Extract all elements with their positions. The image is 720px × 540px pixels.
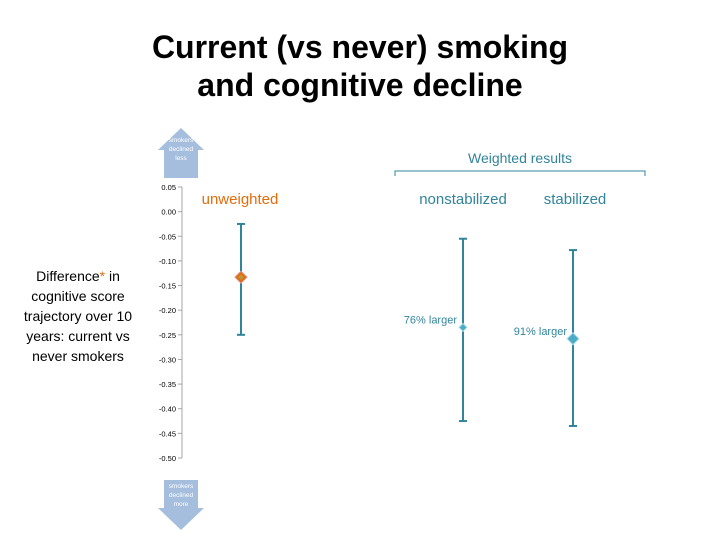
y-tick-label: -0.10: [159, 257, 176, 266]
y-tick-label: -0.30: [159, 355, 176, 364]
difference-annotation: 76% larger: [404, 314, 458, 326]
down-arrow-shape: [158, 480, 204, 530]
up-arrow-text: declined: [169, 146, 194, 153]
y-axis-description: Difference* in cognitive score trajector…: [16, 266, 140, 366]
y-tick-label: 0.00: [161, 208, 176, 217]
series-label-nonstabilized: nonstabilized: [419, 191, 507, 208]
marker-highlight: [238, 274, 244, 281]
y-tick-label: -0.35: [159, 380, 176, 389]
point-estimate-marker: [566, 332, 580, 346]
side-label-text: Difference: [36, 268, 100, 284]
y-tick-label: -0.50: [159, 454, 176, 463]
up-arrow-text: less: [175, 155, 187, 162]
y-tick-label: -0.05: [159, 232, 176, 241]
y-tick-label: -0.15: [159, 282, 176, 291]
slide-title: Current (vs never) smoking and cognitive…: [0, 28, 720, 104]
series-label-unweighted: unweighted: [202, 191, 279, 208]
title-line-2: and cognitive decline: [197, 67, 523, 103]
difference-annotation: 91% larger: [514, 326, 568, 338]
down-arrow-text: more: [174, 501, 189, 508]
weighted-results-label: Weighted results: [468, 150, 572, 166]
y-tick-label: -0.20: [159, 306, 176, 315]
side-label-text-rest: in cognitive score trajectory over 10 ye…: [23, 268, 133, 364]
y-tick-label: -0.25: [159, 331, 176, 340]
down-arrow-text: smokers: [169, 483, 194, 490]
y-tick-label: 0.05: [161, 183, 176, 192]
point-estimate-marker: [458, 322, 468, 333]
footnote-asterisk: *: [99, 268, 106, 284]
up-arrow-shape: [158, 128, 204, 178]
y-tick-label: -0.45: [159, 429, 176, 438]
series-label-stabilized: stabilized: [544, 191, 607, 208]
y-tick-label: -0.40: [159, 405, 176, 414]
up-arrow-text: smokers: [169, 137, 194, 144]
weighted-results-bracket: [394, 170, 646, 176]
title-line-1: Current (vs never) smoking: [151, 29, 569, 65]
down-arrow-text: declined: [169, 492, 194, 499]
